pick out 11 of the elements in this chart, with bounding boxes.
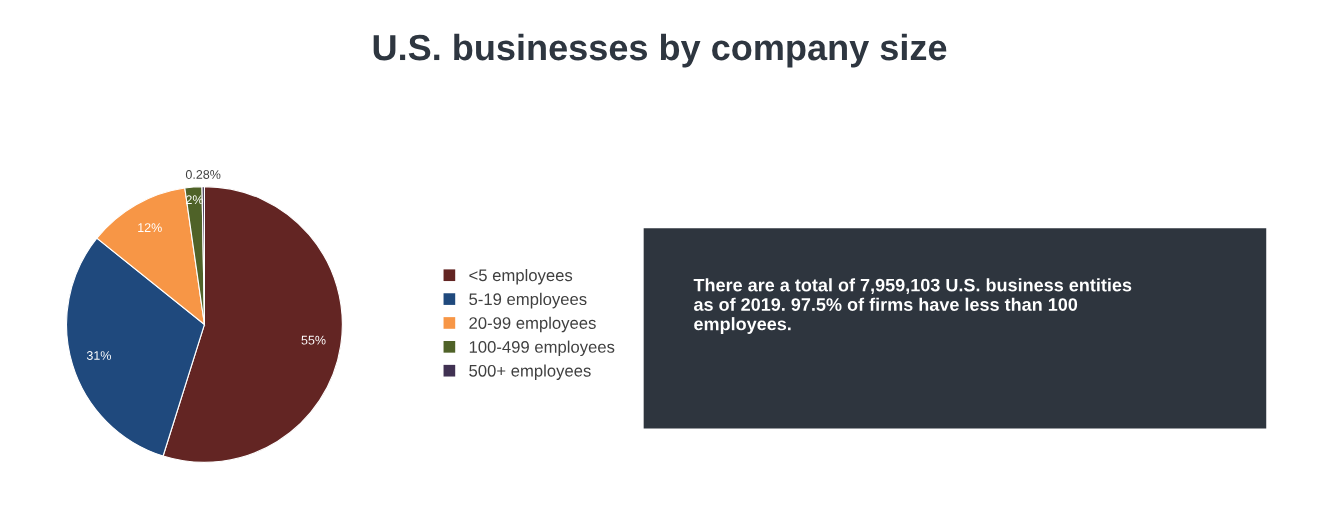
legend-label: 5-19 employees [469, 292, 587, 309]
legend-label: 100-499 employees [469, 340, 615, 357]
data-label: 55% [301, 335, 326, 345]
legend-label: 500+ employees [469, 364, 591, 380]
text: There are a total of 7,959,103 U.S. business entities as of 2019. 97.5% of firms have less than 100 employees. [693, 278, 1132, 334]
legend-label: <5 employees [469, 268, 573, 285]
data-label: 31% [86, 351, 111, 360]
data-label: 12% [138, 223, 162, 232]
data-label: 0.28% [185, 170, 221, 179]
legend-label: 20-99 employees [469, 316, 596, 333]
chart-title: U.S. businesses by company size [373, 33, 947, 68]
